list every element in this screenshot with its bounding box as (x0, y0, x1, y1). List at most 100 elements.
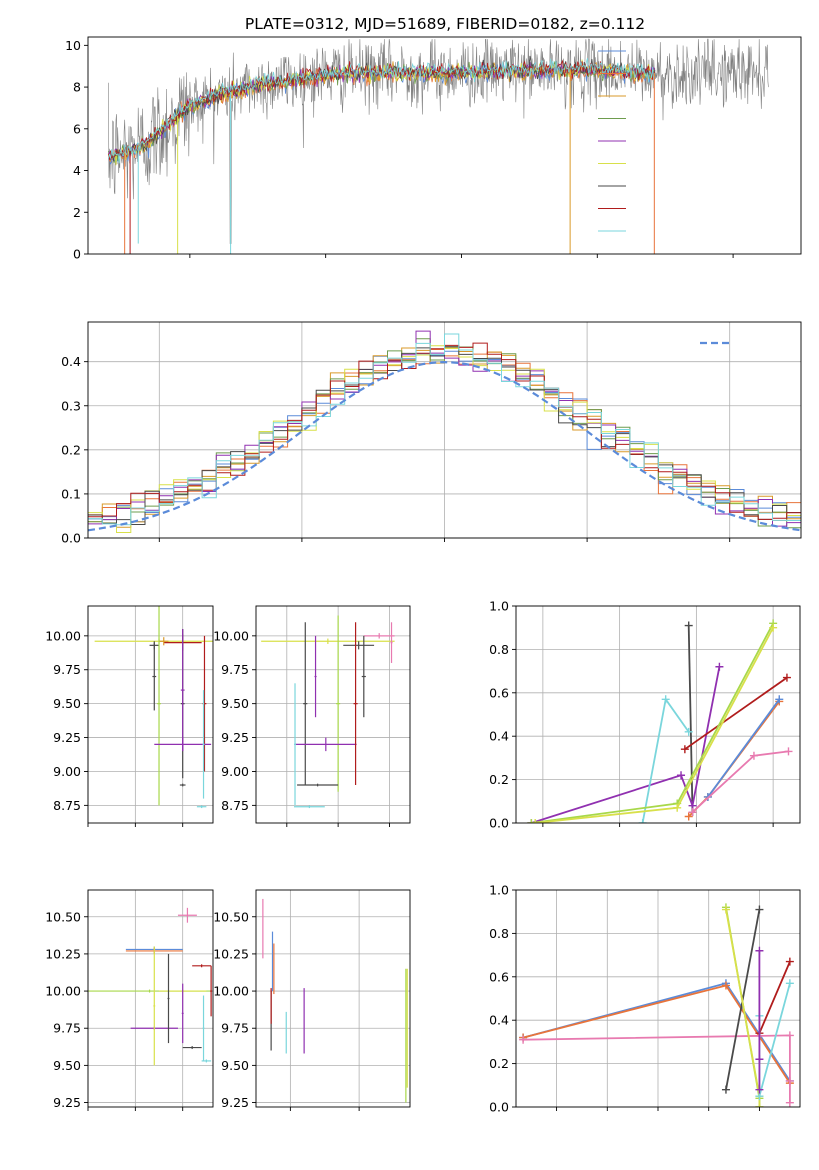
residual-histogram-8 (88, 333, 801, 526)
errorbar-point-8 (297, 783, 339, 787)
weight-marker (749, 751, 758, 760)
y-tick-label: 9.75 (221, 1021, 249, 1036)
y-tick-label: 8.75 (221, 798, 249, 813)
y-tick-label: 9.25 (221, 1095, 249, 1110)
y-tick-label: 10 (65, 38, 81, 53)
axes-frame (255, 605, 411, 824)
weight-marker (755, 1085, 764, 1094)
errorbar-point-1 (343, 641, 375, 650)
weight-line (758, 961, 791, 1034)
weight-marker (785, 979, 794, 988)
normal-curve (88, 360, 801, 532)
weight-line (707, 698, 781, 798)
y-tick-label: 10.25 (45, 946, 81, 961)
y-tick-label: 0.1 (61, 486, 81, 501)
errorbar-point-4 (303, 622, 308, 786)
panel-mass_vs_ebv: 9.25 9.50 9.75 10.00 10.25 10.50 (213, 889, 411, 1111)
plot-area (94, 606, 213, 809)
y-tick-label: 10.00 (45, 628, 81, 643)
y-tick-label: 6 (73, 121, 81, 136)
y-tick-label: 0.3 (61, 398, 81, 413)
y-tick-label: 0 (73, 247, 81, 262)
errorbar-point-8 (182, 1046, 202, 1050)
errorbar-point-9 (293, 805, 325, 809)
y-tick-label: 9.25 (221, 730, 249, 745)
weight-marker (715, 662, 724, 671)
weight-marker (755, 946, 764, 955)
errorbar-point-3 (336, 615, 341, 792)
model-spectrum-8 (108, 57, 656, 164)
weight-series-3 (638, 695, 693, 823)
y-tick-label: 0.8 (489, 642, 509, 657)
plot-area (519, 903, 794, 1107)
errorbar-point-9 (180, 629, 185, 752)
weight-series-8 (688, 747, 793, 817)
y-tick-label: 9.50 (53, 696, 81, 711)
weight-marker (775, 695, 784, 704)
weight-marker (684, 621, 693, 630)
weight-marker (677, 771, 686, 780)
weight-marker (661, 695, 670, 704)
y-tick-label: 9.75 (53, 1021, 81, 1036)
weight-marker (755, 1103, 764, 1107)
weight-marker (688, 808, 697, 817)
y-tick-label: 9.00 (53, 764, 81, 779)
errorbar-point-6 (353, 622, 358, 786)
plot-area (88, 330, 801, 533)
y-tick-label: 10.00 (213, 628, 249, 643)
y-tick-label: 10.00 (213, 984, 249, 999)
errorbar-point-10 (179, 783, 186, 787)
weight-marker (721, 905, 730, 914)
panel-spectrum: 0 2 4 6 8 10 (65, 36, 802, 262)
weight-line (684, 676, 788, 750)
y-tick-label: 8 (73, 80, 81, 95)
y-tick-label: 0.2 (489, 1056, 509, 1071)
panel-weight_vs_Z: 0.0 0.2 0.4 0.6 0.8 1.0 (489, 883, 801, 1115)
errorbar-point-6 (167, 953, 170, 1044)
model-spectrum-6 (108, 55, 656, 162)
weight-series-5 (531, 623, 778, 823)
y-tick-label: 0.0 (61, 531, 81, 546)
weight-marker (638, 819, 647, 823)
y-tick-label: 0.6 (489, 969, 509, 984)
axes-frame (515, 605, 801, 824)
errorbar-point-12 (390, 622, 393, 663)
weight-marker (519, 1035, 528, 1044)
grid (256, 606, 410, 823)
panel-age_vs_Z: 8.75 9.00 9.25 9.50 9.75 10.00 (45, 605, 214, 827)
errorbar-point-11 (314, 635, 317, 718)
weight-marker (785, 957, 794, 966)
weight-line (523, 1034, 791, 1103)
weight-marker (673, 803, 682, 812)
weight-marker (680, 745, 689, 754)
weight-marker (769, 623, 778, 632)
plot-area (261, 615, 395, 809)
errorbar-point-0 (261, 638, 395, 644)
y-tick-label: 0.4 (489, 1013, 509, 1028)
errorbar-point-12 (202, 690, 205, 799)
panel-weight_vs_age: 0.0 0.2 0.4 0.6 0.8 1.0 (489, 599, 801, 831)
weight-marker (755, 1055, 764, 1064)
y-tick-label: 9.75 (221, 662, 249, 677)
errorbar-point-7 (153, 946, 156, 1066)
y-tick-label: 0.0 (489, 816, 509, 831)
y-tick-label: 0.4 (489, 729, 509, 744)
errorbar-point-4 (157, 606, 161, 806)
y-tick-label: 9.50 (221, 696, 249, 711)
y-tick-label: 1.0 (489, 883, 509, 898)
y-tick-label: 2 (73, 205, 81, 220)
y-tick-label: 9.25 (53, 730, 81, 745)
y-tick-label: 4 (73, 163, 81, 178)
errorbar-point-13 (181, 983, 184, 1044)
weight-marker (785, 1076, 794, 1085)
errorbar-point-2 (363, 633, 395, 639)
figure-title: PLATE=0312, MJD=51689, FIBERID=0182, z=0… (245, 15, 645, 33)
grid (256, 890, 410, 1107)
panel-residuals: 0.0 0.1 0.2 0.3 0.4 (61, 321, 802, 546)
y-tick-label: 9.00 (221, 764, 249, 779)
axes-frame (87, 605, 214, 824)
errorbar-point-10 (202, 995, 205, 1061)
y-tick-label: 0.4 (61, 354, 81, 369)
